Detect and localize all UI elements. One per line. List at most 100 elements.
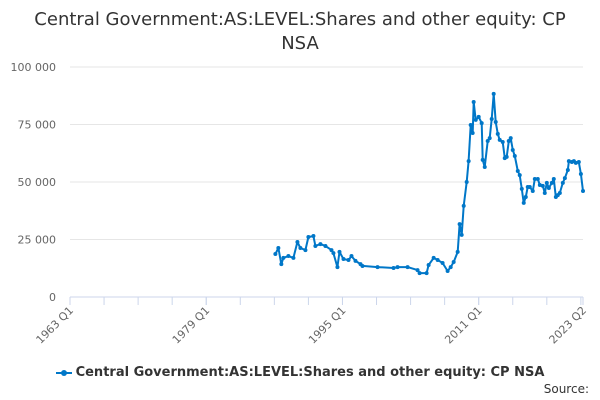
data-point xyxy=(510,148,515,153)
data-point xyxy=(521,200,526,205)
data-point xyxy=(303,248,308,253)
data-point xyxy=(523,194,528,199)
x-tick-label: 2011 Q1 xyxy=(442,304,485,347)
data-point xyxy=(549,180,554,185)
data-point xyxy=(337,249,342,254)
data-point xyxy=(491,91,496,96)
data-point xyxy=(346,257,351,262)
data-point xyxy=(508,136,513,141)
data-point xyxy=(495,131,500,136)
y-tick-label: 50 000 xyxy=(18,176,57,189)
data-point xyxy=(335,265,340,270)
data-point xyxy=(318,242,323,247)
chart-title: Central Government:AS:LEVEL:Shares and o… xyxy=(34,9,566,54)
data-point xyxy=(473,117,478,122)
data-point xyxy=(557,191,562,196)
data-point xyxy=(581,188,585,193)
data-point xyxy=(395,265,400,270)
data-point xyxy=(279,262,284,267)
data-point xyxy=(286,254,291,259)
data-point xyxy=(295,240,300,245)
data-point xyxy=(281,255,286,260)
data-point xyxy=(431,255,436,260)
data-point xyxy=(532,177,537,182)
data-point xyxy=(482,165,487,170)
data-point xyxy=(565,168,570,173)
data-point xyxy=(391,266,396,271)
x-tick-label: 1995 Q1 xyxy=(306,304,349,347)
data-point xyxy=(448,265,453,270)
data-point xyxy=(504,154,509,159)
data-point xyxy=(551,177,556,182)
data-point xyxy=(471,99,476,104)
data-point xyxy=(323,243,328,248)
data-point xyxy=(457,222,462,227)
source-label: Source: xyxy=(543,382,589,396)
data-point xyxy=(466,159,471,164)
data-point xyxy=(476,114,481,119)
data-point xyxy=(500,139,505,144)
data-point xyxy=(489,116,494,121)
data-point xyxy=(530,188,535,193)
data-point xyxy=(527,185,532,190)
data-point xyxy=(546,185,551,190)
data-point xyxy=(464,180,469,184)
data-point xyxy=(415,268,420,273)
legend-label: Central Government:AS:LEVEL:Shares and o… xyxy=(75,365,545,380)
data-point xyxy=(515,168,520,173)
data-point xyxy=(485,139,490,144)
data-point xyxy=(331,251,336,256)
data-point xyxy=(273,251,278,256)
data-point xyxy=(519,186,524,191)
data-point xyxy=(506,139,511,144)
data-point xyxy=(451,260,456,265)
data-point xyxy=(542,191,547,196)
data-point xyxy=(517,173,522,178)
data-point xyxy=(291,255,296,260)
data-point xyxy=(306,234,311,239)
data-point xyxy=(405,265,410,270)
data-point xyxy=(313,243,318,248)
data-point xyxy=(576,159,581,164)
y-tick-label: 0 xyxy=(49,291,56,304)
data-point xyxy=(560,180,565,185)
data-point xyxy=(375,265,380,270)
data-point xyxy=(435,257,440,262)
data-point xyxy=(311,234,316,239)
data-point xyxy=(459,232,464,237)
x-tick-label: 1963 Q1 xyxy=(34,304,77,347)
data-point xyxy=(353,258,358,263)
x-tick-label: 2023 Q2 xyxy=(547,304,590,347)
data-point xyxy=(360,263,365,268)
data-point xyxy=(298,246,303,251)
data-point xyxy=(578,171,583,176)
x-tick-label: 1979 Q1 xyxy=(170,304,213,347)
data-point xyxy=(276,246,281,251)
data-point xyxy=(512,154,517,159)
data-point xyxy=(341,257,346,262)
data-point xyxy=(470,131,475,136)
series-line xyxy=(274,92,584,275)
data-point xyxy=(349,254,354,259)
data-point xyxy=(426,263,431,268)
data-point xyxy=(487,136,492,141)
data-point xyxy=(562,176,567,181)
data-point xyxy=(461,203,466,208)
legend[interactable]: Central Government:AS:LEVEL:Shares and o… xyxy=(0,365,600,380)
legend-swatch xyxy=(55,369,72,376)
data-point xyxy=(445,269,450,274)
data-point xyxy=(468,122,473,127)
data-point xyxy=(480,157,485,162)
y-tick-label: 25 000 xyxy=(18,234,57,247)
data-point xyxy=(424,271,429,276)
data-point xyxy=(540,183,545,188)
data-point xyxy=(417,271,422,276)
data-point xyxy=(440,260,445,265)
data-point xyxy=(493,119,498,124)
data-point xyxy=(479,121,484,126)
y-tick-label: 75 000 xyxy=(18,119,57,132)
data-point xyxy=(544,180,549,185)
data-point xyxy=(535,177,540,182)
data-point xyxy=(329,248,334,253)
